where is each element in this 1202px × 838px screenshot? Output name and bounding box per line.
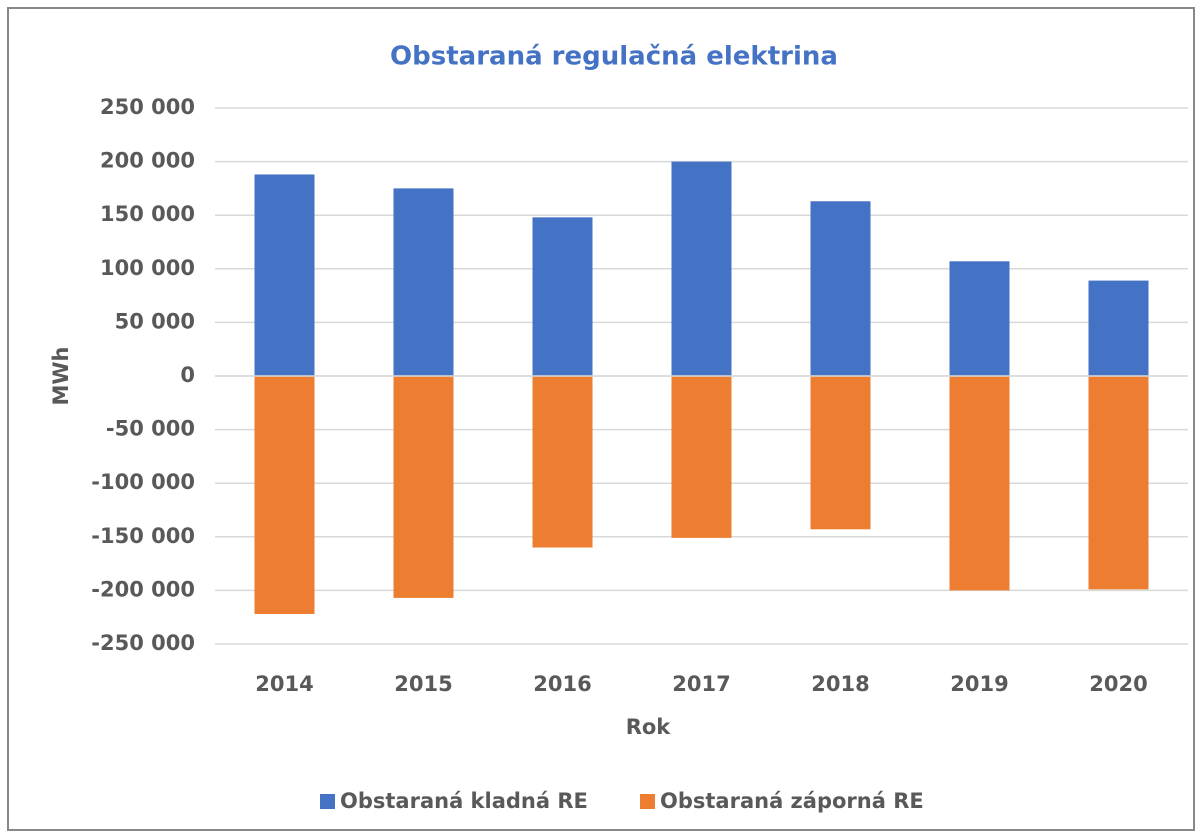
bar (810, 376, 871, 530)
bar (671, 376, 732, 538)
y-tick-label: -150 000 (91, 524, 195, 548)
y-tick-label: -250 000 (91, 631, 195, 655)
y-tick-label: 0 (180, 363, 195, 387)
bar (1088, 376, 1149, 590)
x-tick-label: 2017 (672, 672, 730, 696)
y-tick-label: -50 000 (106, 417, 195, 441)
y-tick-label: 100 000 (100, 256, 195, 280)
y-tick-label: -200 000 (91, 577, 195, 601)
x-tick-label: 2016 (533, 672, 591, 696)
x-tick-label: 2018 (811, 672, 869, 696)
y-tick-label: 150 000 (100, 202, 195, 226)
bar (254, 376, 315, 614)
y-tick-label: 200 000 (100, 149, 195, 173)
legend-label: Obstaraná záporná RE (660, 789, 924, 813)
y-axis-label: MWh (49, 346, 73, 405)
y-tick-label: 50 000 (115, 309, 195, 333)
bar (532, 217, 593, 376)
bar (254, 174, 315, 376)
bar (671, 161, 732, 376)
bar (532, 376, 593, 548)
x-axis-label: Rok (626, 715, 672, 739)
legend-swatch (320, 794, 335, 809)
legend-swatch (640, 794, 655, 809)
bar (949, 376, 1010, 591)
chart-title: Obstaraná regulačná elektrina (390, 42, 838, 72)
legend-label: Obstaraná kladná RE (340, 789, 588, 813)
x-tick-label: 2015 (394, 672, 452, 696)
bar (949, 261, 1010, 376)
y-tick-label: -100 000 (91, 470, 195, 494)
x-tick-label: 2019 (950, 672, 1008, 696)
bar (393, 188, 454, 376)
x-tick-label: 2014 (255, 672, 313, 696)
bar (810, 201, 871, 376)
bar (1088, 280, 1149, 376)
bar (393, 376, 454, 598)
y-tick-label: 250 000 (100, 95, 195, 119)
x-tick-label: 2020 (1089, 672, 1147, 696)
